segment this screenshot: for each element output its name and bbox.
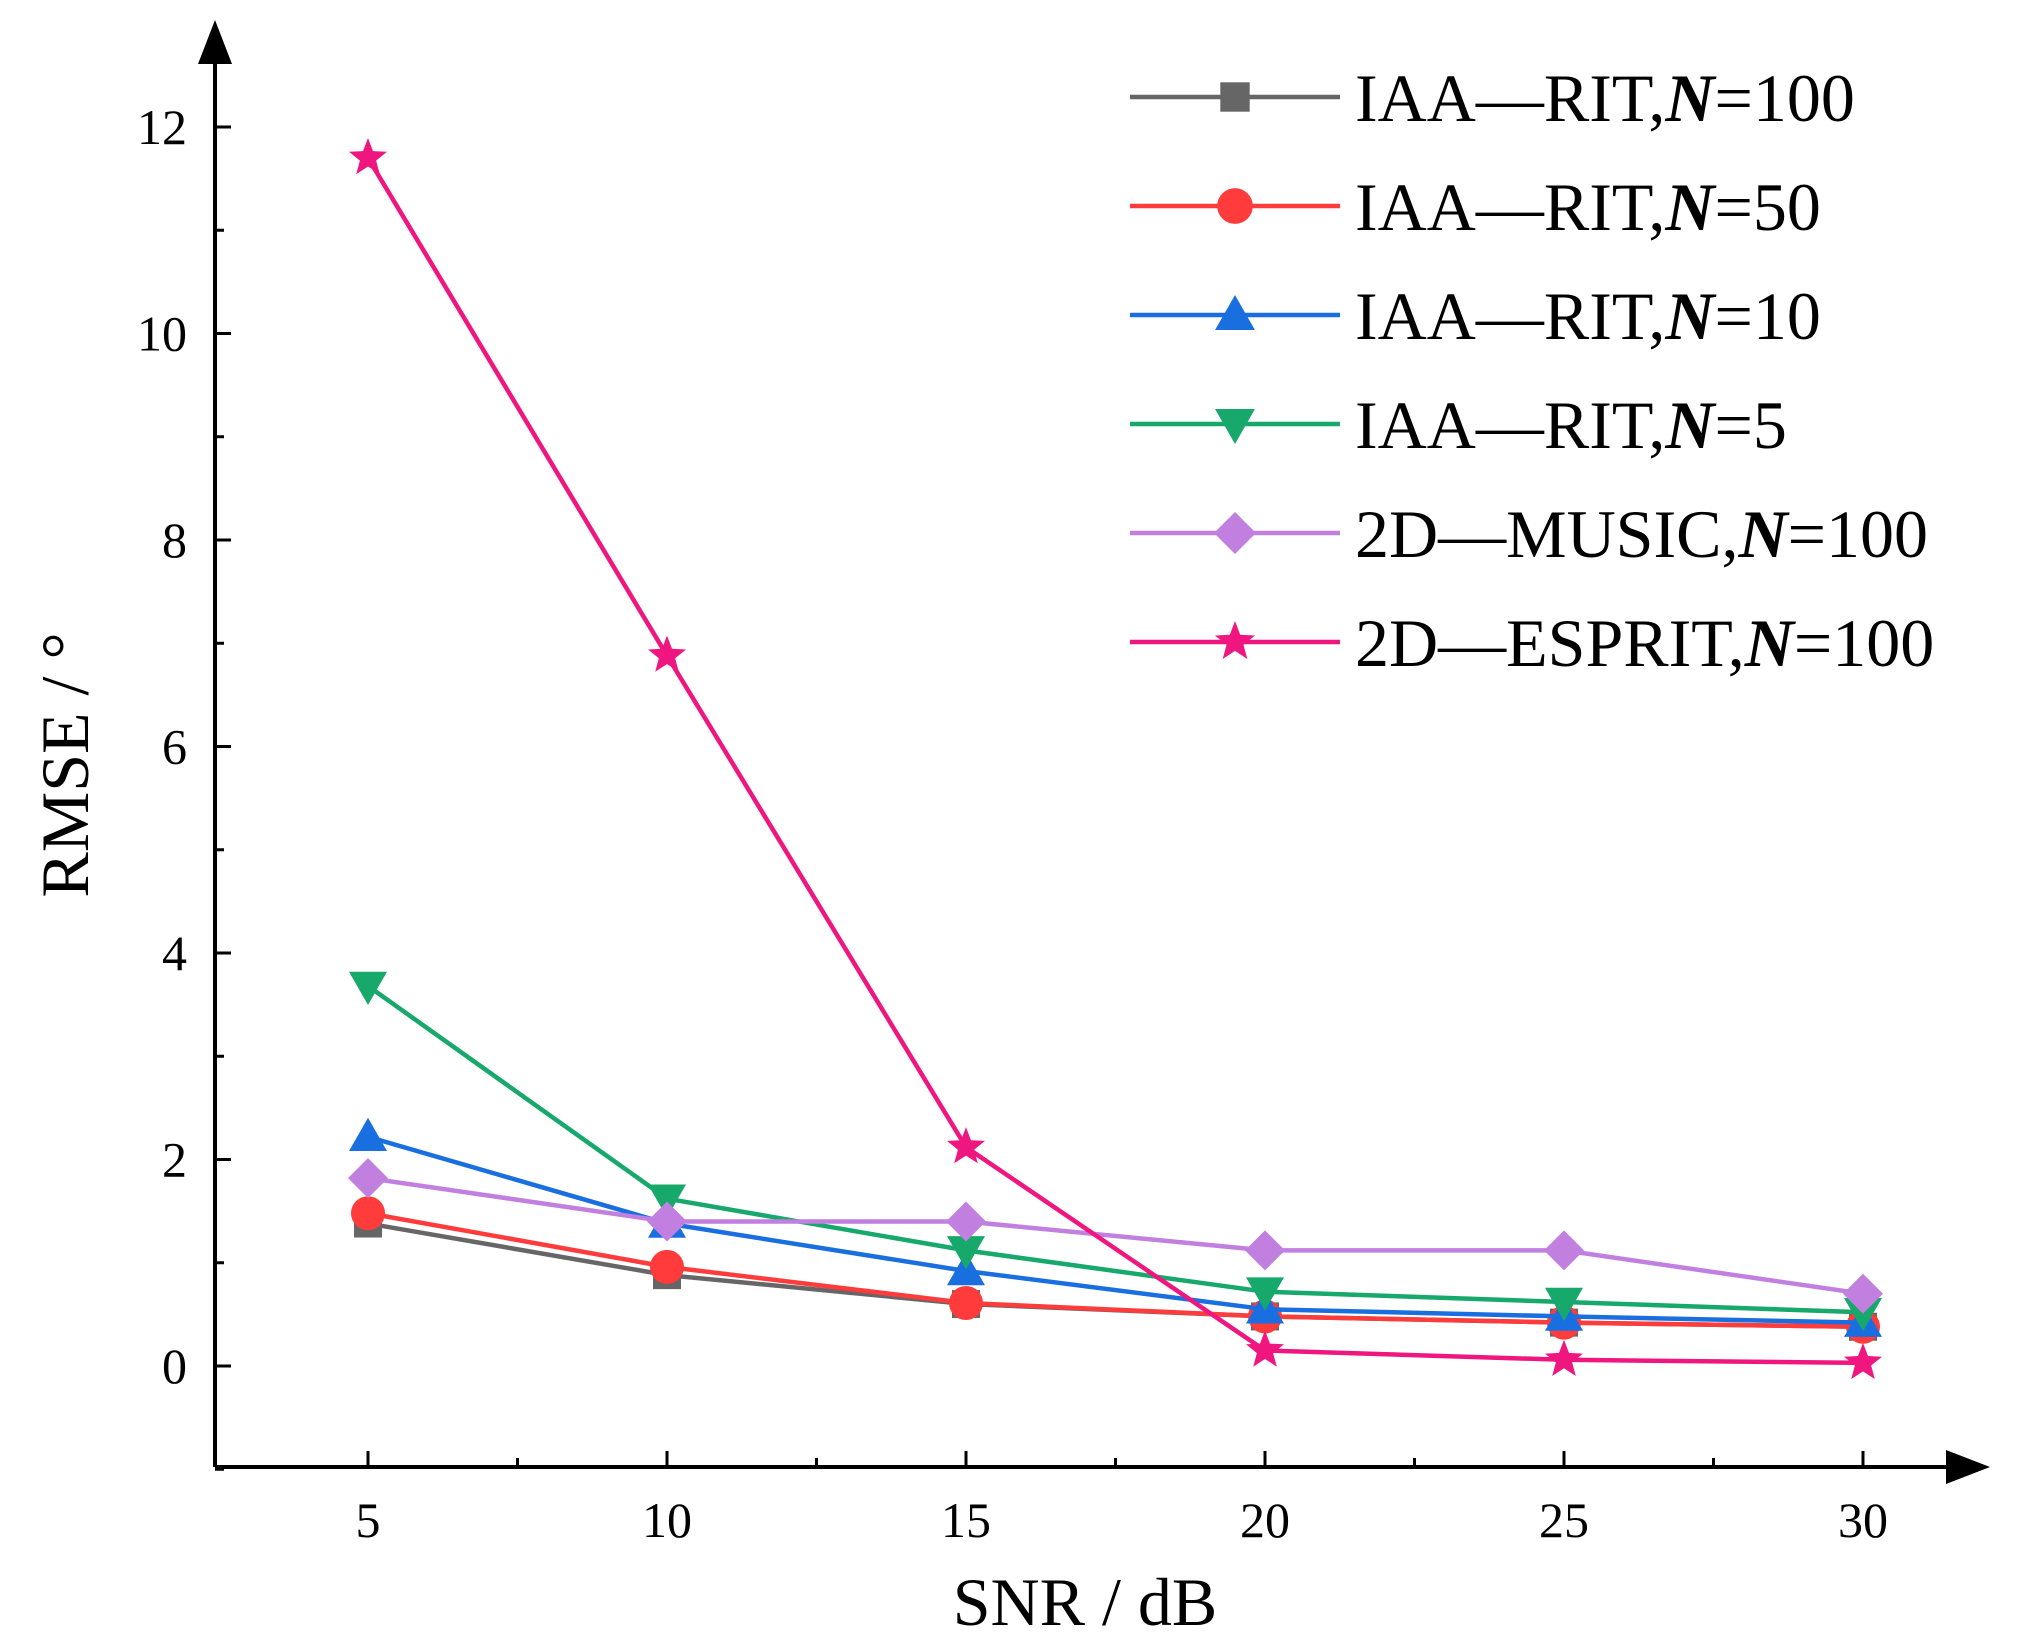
legend-marker: [1220, 82, 1250, 112]
legend-item: 2D—MUSIC,N=100: [1130, 496, 1928, 572]
data-point: [947, 1127, 985, 1164]
legend-marker: [1215, 295, 1255, 330]
data-point: [349, 138, 387, 175]
legend-item: IAA—RIT,N=50: [1130, 169, 1821, 245]
data-point: [648, 635, 686, 672]
legend-label: 2D—MUSIC,N=100: [1355, 496, 1928, 572]
legend-item: 2D—ESPRIT,N=100: [1130, 605, 1934, 681]
data-point: [1544, 1230, 1584, 1271]
y-tick-label: 6: [162, 719, 187, 775]
y-tick-label: 8: [162, 512, 187, 568]
legend-label: 2D—ESPRIT,N=100: [1355, 605, 1934, 681]
legend-marker: [1215, 621, 1255, 659]
data-point: [1246, 1277, 1284, 1311]
x-axis-arrow: [1946, 1450, 1990, 1484]
x-tick-label: 5: [356, 1492, 381, 1548]
y-axis-title: RMSE / °: [27, 632, 103, 897]
data-point: [1246, 1330, 1284, 1367]
legend-item: IAA—RIT,N=10: [1130, 278, 1821, 354]
data-point: [1545, 1287, 1583, 1321]
legend-marker: [1214, 512, 1256, 554]
data-point: [349, 1117, 387, 1152]
legend-item: IAA—RIT,N=100: [1130, 60, 1855, 136]
y-tick-label: 12: [137, 99, 187, 155]
data-point: [947, 1236, 985, 1270]
series-line: [367, 1210, 1864, 1330]
data-point: [351, 1196, 385, 1231]
series-line: [367, 1175, 1864, 1296]
legend-label: IAA—RIT,N=10: [1355, 278, 1821, 354]
y-tick-label: 0: [162, 1338, 187, 1394]
x-axis-title: SNR / dB: [953, 1564, 1218, 1640]
data-point: [349, 971, 387, 1006]
x-tick-label: 10: [642, 1492, 692, 1548]
axes: 5 10 15 20 25 30 0 2 4 6 8 10 12: [137, 20, 1990, 1548]
series-5: [348, 1158, 1883, 1314]
series-1: [354, 1209, 1877, 1341]
legend-label: IAA—RIT,N=5: [1355, 387, 1787, 463]
data-point: [946, 1201, 986, 1242]
data-point: [1844, 1342, 1882, 1380]
data-point: [647, 1201, 687, 1242]
series-4: [349, 971, 1882, 1332]
series-line: [366, 156, 1864, 1366]
series-line: [366, 984, 1864, 1315]
legend-marker: [1217, 188, 1253, 224]
y-axis-arrow: [198, 20, 232, 64]
data-point: [949, 1286, 983, 1321]
data-point: [1843, 1273, 1883, 1314]
x-tick-label: 20: [1240, 1492, 1290, 1548]
legend-label: IAA—RIT,N=50: [1355, 169, 1821, 245]
x-tick-label: 30: [1838, 1492, 1888, 1548]
legend-marker: [1215, 409, 1255, 444]
data-point: [648, 1184, 686, 1218]
data-point: [1545, 1339, 1583, 1376]
y-tick-label: 2: [162, 1132, 187, 1188]
series-layer: [348, 138, 1883, 1380]
y-tick-label: 10: [137, 306, 187, 362]
x-tick-label: 25: [1539, 1492, 1589, 1548]
x-tick-label: 15: [941, 1492, 991, 1548]
data-point: [1245, 1230, 1285, 1271]
y-tick-label: 4: [162, 925, 187, 981]
data-point: [1844, 1298, 1882, 1332]
legend-item: IAA—RIT,N=5: [1130, 387, 1787, 463]
data-point: [650, 1249, 684, 1284]
data-point: [348, 1158, 388, 1199]
series-6: [349, 138, 1882, 1380]
series-line: [367, 1134, 1864, 1325]
legend-label: IAA—RIT,N=100: [1355, 60, 1855, 136]
legend: IAA—RIT,N=100 IAA—RIT,N=50 IAA—RIT,N=10 IAA…: [1130, 60, 1934, 681]
